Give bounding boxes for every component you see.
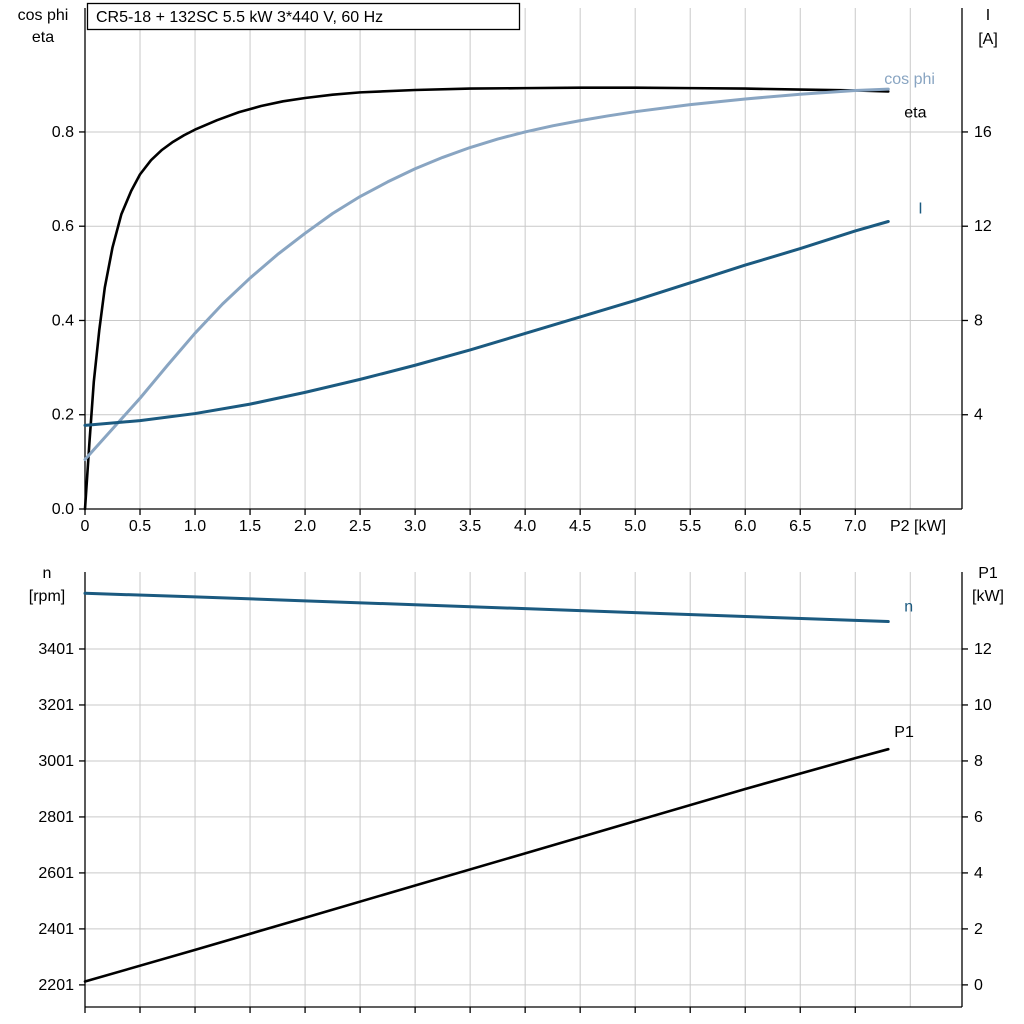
x-tick-label: 5.0 [624,518,646,535]
left-tick-label: 0.6 [52,218,74,235]
left-tick-label: 2201 [38,977,74,994]
series-eta [83,86,890,511]
right-tick-label: 8 [974,312,983,329]
motor-electrical-curves: 0 0.5 1.0 1.5 2.0 2.5 3.0 3.5 4.0 4.5 5.0 5.5 6.0 6.5… [52,8,992,535]
chart-title: CR5-18 + 132SC 5.5 kW 3*440 V, 60 Hz [96,9,383,26]
x-tick-label: 4.5 [569,518,591,535]
left-tick-label: 2801 [38,809,74,826]
motor-speed-power-curves: 2201 2401 2601 2801 3001 3201 3401 0 2 4 6 8 10 12 n P1 [38,572,992,1013]
charts-layer: 0 0.5 1.0 1.5 2.0 2.5 3.0 3.5 4.0 4.5 5.0 5.5 6.0 6.5… [38,8,992,1013]
axis-title-p1-unit: [kW] [972,588,1004,605]
right-tick-label: 6 [974,809,983,826]
axis-title-p1: P1 [978,565,998,582]
axis-title-speed-unit: [rpm] [29,588,65,605]
series-cos-phi [83,87,890,462]
series-speed [83,591,890,624]
x-tick-label: 0.5 [129,518,151,535]
left-tick-label: 3001 [38,753,74,770]
right-tick-label: 12 [974,218,992,235]
x-tick-label: 3.0 [404,518,426,535]
axis-title-cos-phi: cos phi [18,7,69,24]
left-tick-label: 0.4 [52,312,74,329]
x-tick-label: 1.5 [239,518,261,535]
x-tick-label: 1.0 [184,518,206,535]
left-tick-label: 2401 [38,921,74,938]
axis-title-current: I [986,7,990,24]
x-tick-label: 0 [81,518,90,535]
right-tick-label: 10 [974,697,992,714]
series-label-current: I [918,201,922,218]
left-tick-label: 0.8 [52,124,74,141]
x-tick-label: 4.0 [514,518,536,535]
left-tick-label: 3401 [38,641,74,658]
x-tick-label: 3.5 [459,518,481,535]
x-tick-label: 7.0 [844,518,866,535]
chart-title-box [86,2,521,31]
series-label-p1: P1 [894,724,914,741]
series-label-cos-phi: cos phi [884,71,935,88]
left-tick-label: 0.0 [52,501,74,518]
series-label-speed: n [904,599,913,616]
series-p1 [83,747,890,983]
x-tick-label: 2.5 [349,518,371,535]
left-tick-label: 2601 [38,865,74,882]
right-tick-label: 16 [974,124,992,141]
right-tick-label: 2 [974,921,983,938]
right-tick-label: 8 [974,753,983,770]
x-tick-label: 5.5 [679,518,701,535]
series-label-eta: eta [904,104,926,121]
right-tick-label: 12 [974,641,992,658]
axis-title-p2: P2 [kW] [890,518,946,535]
x-tick-label: 6.0 [734,518,756,535]
axis-title-current-unit: [A] [978,31,998,48]
right-tick-label: 4 [974,407,983,424]
left-tick-label: 0.2 [52,407,74,424]
right-tick-label: 0 [974,977,983,994]
axis-title-speed: n [43,565,52,582]
left-tick-label: 3201 [38,697,74,714]
x-tick-label: 6.5 [789,518,811,535]
x-tick-label: 2.0 [294,518,316,535]
series-current [83,220,890,427]
right-tick-label: 4 [974,865,983,882]
axis-title-eta: eta [32,29,54,46]
